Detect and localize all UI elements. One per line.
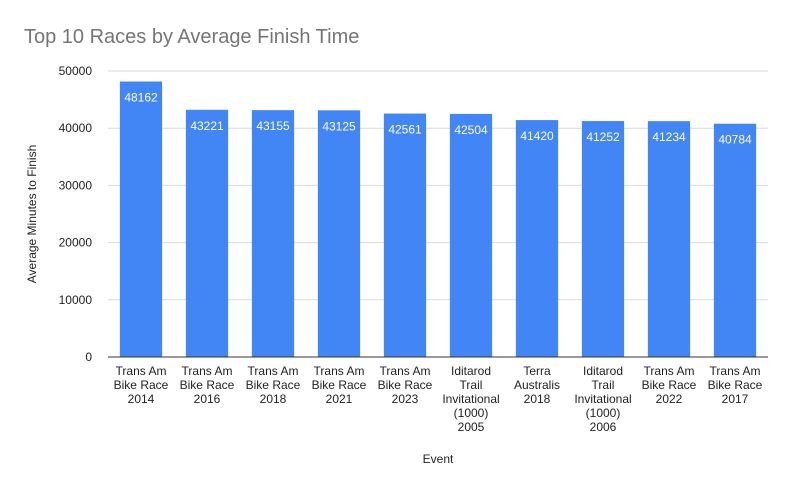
y-tick-label: 40000: [59, 121, 93, 135]
x-tick-label: Trans Am Bike Race 2017: [708, 364, 763, 406]
bar: [251, 110, 295, 357]
x-tick-label: Trans Am Bike Race 2023: [378, 364, 433, 406]
bar-value-label: 41420: [520, 129, 554, 143]
bar-value-label: 42504: [454, 123, 488, 137]
y-tick-label: 30000: [59, 178, 93, 192]
bar: [185, 109, 229, 357]
bar: [383, 113, 427, 357]
bar: [713, 123, 757, 358]
y-axis-ticks: 0 10000 20000 30000 40000 50000: [59, 64, 93, 364]
x-axis-title: Event: [423, 452, 454, 466]
y-axis-title: Average Minutes to Finish: [25, 145, 39, 284]
bar: [581, 121, 625, 357]
y-tick-label: 10000: [59, 293, 93, 307]
bar: [647, 121, 691, 358]
x-tick-label: Iditarod Trail Invitational (1000) 2005: [442, 364, 499, 434]
x-tick-label: Trans Am Bike Race 2018: [246, 364, 301, 406]
bar-value-label: 43125: [322, 119, 356, 133]
data-labels: 48162 43221 43155 43125 42561 42504 41420 41252…: [124, 91, 752, 147]
bar-value-label: 41252: [586, 130, 620, 144]
x-axis-ticks: Trans Am Bike Race 2014 Trans Am Bike Race 20…: [114, 364, 763, 434]
x-tick-label: Trans Am Bike Race 2022: [642, 364, 697, 406]
bar: [119, 81, 163, 357]
x-tick-label: Trans Am Bike Race 2021: [312, 364, 367, 406]
bar: [515, 120, 559, 357]
chart-title: Top 10 Races by Average Finish Time: [24, 26, 360, 48]
y-tick-label: 0: [85, 350, 92, 364]
bars: [119, 81, 757, 358]
x-tick-label: Terra Australis 2018: [514, 364, 560, 406]
y-tick-label: 50000: [59, 64, 93, 78]
bar: [449, 113, 493, 357]
bar-value-label: 43221: [190, 119, 224, 133]
bar-value-label: 41234: [652, 130, 686, 144]
bar-value-label: 40784: [718, 133, 752, 147]
x-tick-label: Iditarod Trail Invitational (1000) 2006: [574, 364, 631, 434]
x-tick-label: Trans Am Bike Race 2016: [180, 364, 235, 406]
y-tick-label: 20000: [59, 236, 93, 250]
bar-value-label: 43155: [256, 119, 290, 133]
bar-value-label: 48162: [124, 91, 158, 105]
bar: [317, 110, 361, 357]
x-tick-label: Trans Am Bike Race 2014: [114, 364, 169, 406]
bar-value-label: 42561: [388, 123, 422, 137]
